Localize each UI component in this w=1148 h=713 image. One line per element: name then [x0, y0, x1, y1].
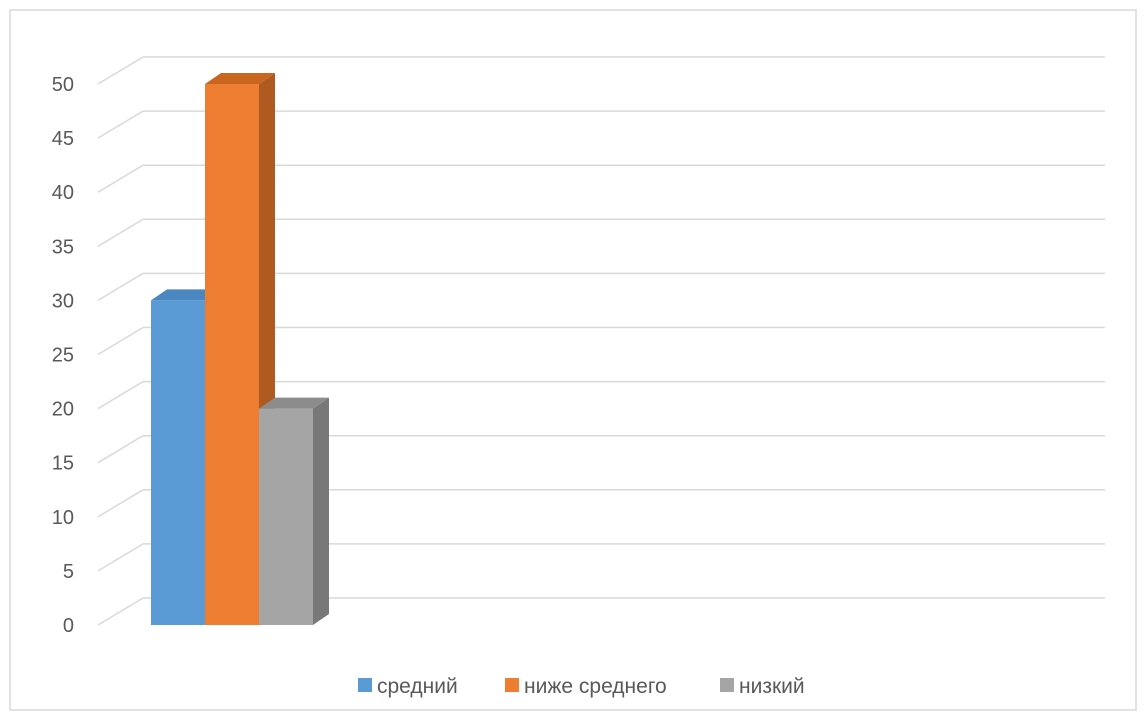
bar-top — [151, 289, 221, 301]
gridline-diagonal — [97, 489, 144, 518]
legend-label: ниже среднего — [524, 675, 667, 698]
y-tick-label: 5 — [63, 561, 74, 583]
y-tick-label: 50 — [52, 74, 74, 96]
bars — [151, 73, 329, 625]
gridline-diagonal — [97, 272, 144, 302]
bar-top — [205, 73, 275, 84]
bar-side — [313, 397, 329, 625]
legend-swatch — [358, 678, 372, 692]
gridline-diagonal — [97, 218, 144, 247]
gridline-diagonal — [97, 56, 144, 85]
gridline-diagonal — [97, 543, 144, 572]
y-axis-tick-labels: 0 5 10 15 20 25 30 35 40 45 50 — [52, 74, 74, 637]
legend: средний ниже среднего низкий — [358, 675, 805, 698]
y-tick-label: 45 — [52, 128, 74, 150]
y-tick-label: 30 — [52, 290, 74, 312]
legend-item-1: средний — [358, 675, 458, 698]
y-tick-label: 20 — [52, 399, 74, 421]
legend-swatch — [720, 678, 734, 692]
legend-item-2: ниже среднего — [505, 675, 667, 698]
gridline-diagonal — [97, 597, 144, 626]
bar-front — [205, 84, 259, 625]
y-tick-label: 25 — [52, 345, 74, 367]
y-tick-label: 35 — [52, 236, 74, 258]
gridline-diagonal — [97, 326, 144, 356]
gridline-diagonal — [97, 110, 144, 139]
gridline-diagonal — [97, 435, 144, 464]
legend-swatch — [505, 678, 519, 692]
y-tick-label: 0 — [63, 615, 74, 637]
y-tick-label: 40 — [52, 182, 74, 204]
bar-3 — [259, 397, 329, 625]
y-tick-label: 15 — [52, 453, 74, 475]
legend-label: средний — [377, 675, 458, 698]
y-tick-label: 10 — [52, 507, 74, 529]
legend-label: низкий — [739, 675, 805, 698]
gridline-diagonal — [97, 164, 144, 193]
bar-front — [259, 408, 313, 625]
chart-border — [9, 9, 1137, 711]
bar-top — [259, 397, 329, 409]
legend-item-3: низкий — [720, 675, 805, 698]
bar-front — [151, 300, 205, 625]
bar-2 — [205, 73, 275, 625]
gridline-diagonal — [97, 380, 144, 410]
